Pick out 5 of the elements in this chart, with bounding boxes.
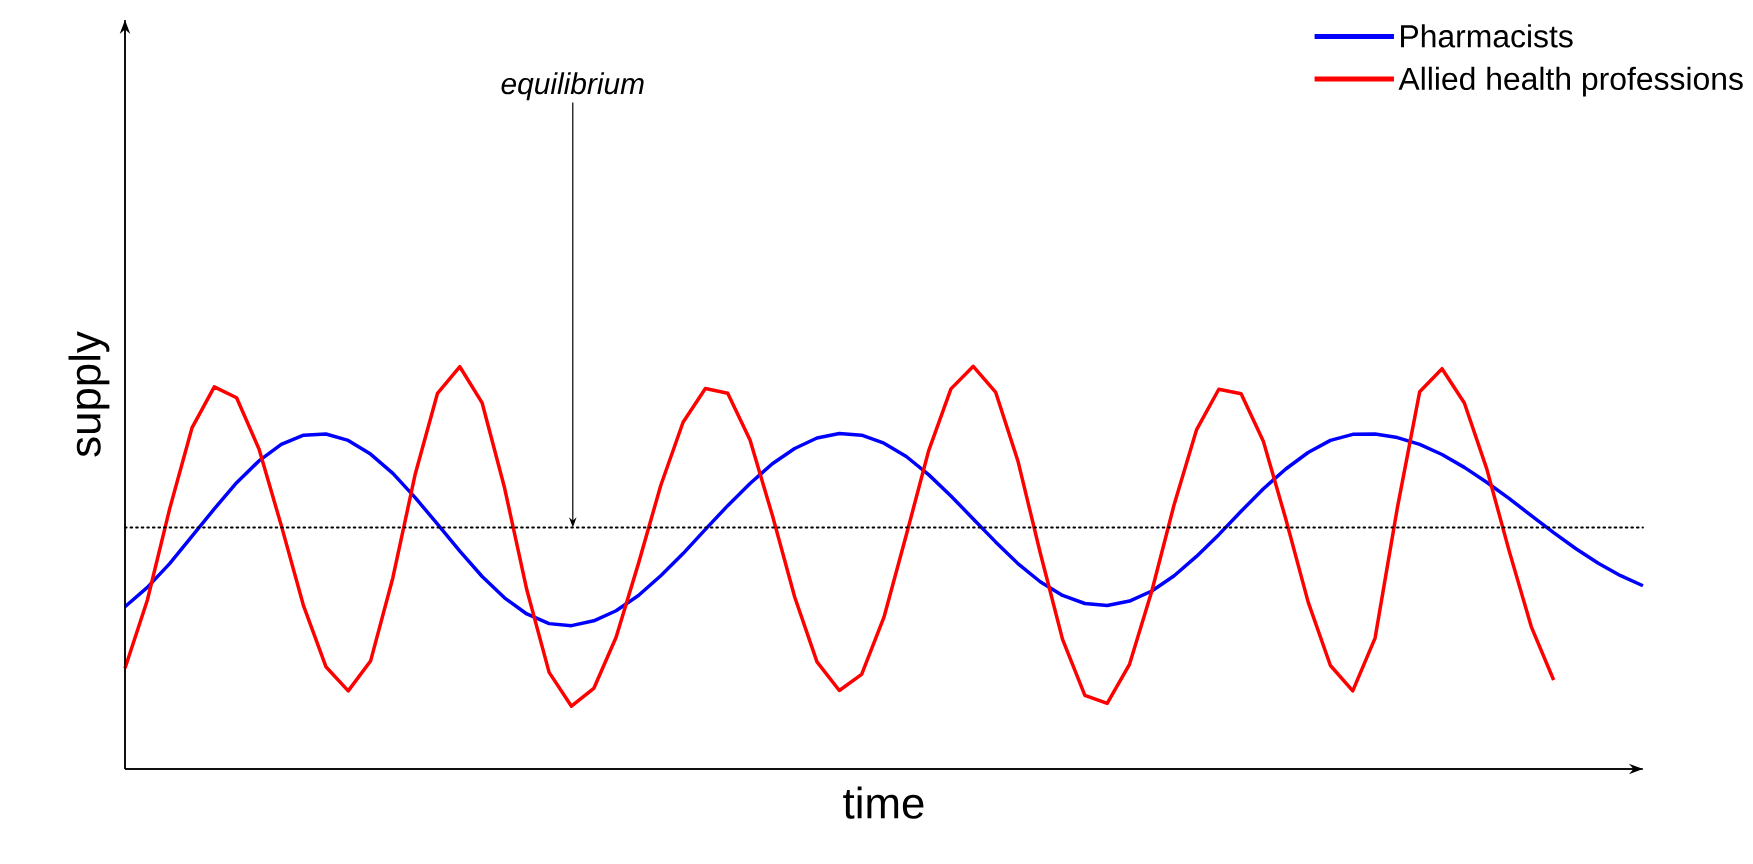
y-axis-title: supply [68, 331, 110, 457]
text: equilibrium [501, 72, 644, 101]
legend-label: Allied health professions [1398, 66, 1743, 97]
legend-label: Pharmacists [1401, 24, 1573, 48]
x-axis-title: time [843, 786, 924, 819]
